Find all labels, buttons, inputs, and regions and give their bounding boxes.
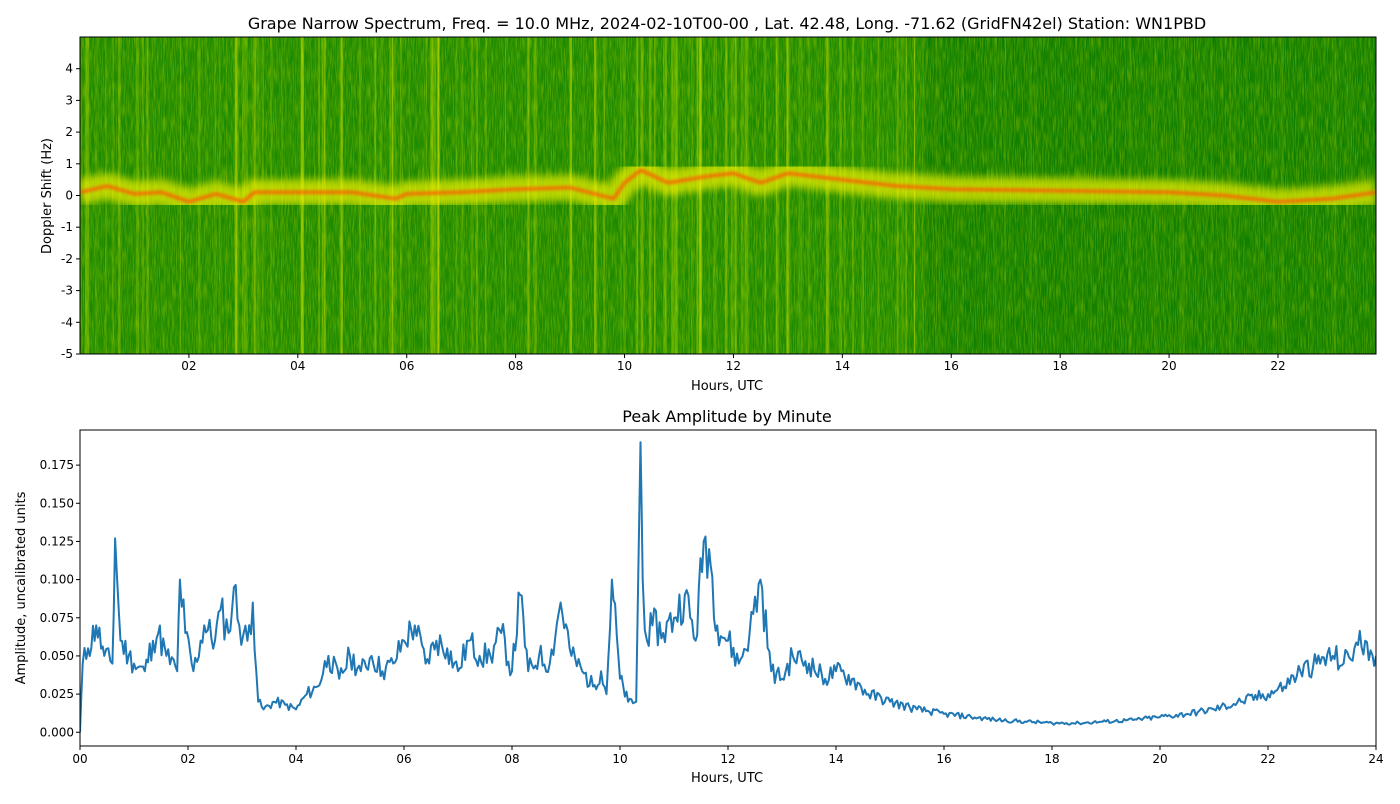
- amplitude-x-axis: 00 02 04 06 08 10 12 14 16 18 20 22 24: [72, 746, 1384, 766]
- spectrum-y-tick-label: -5: [61, 347, 73, 361]
- amplitude-y-tick-label: 0.050: [40, 649, 74, 663]
- amplitude-y-tick-label: 0.125: [40, 534, 74, 548]
- doppler-peak-track: [80, 168, 1376, 204]
- amplitude-y-axis: 0.000 0.025 0.050 0.075 0.100 0.125 0.150 0.175: [40, 458, 80, 739]
- amplitude-series-line: [80, 441, 1376, 733]
- amplitude-x-tick-label: 00: [72, 752, 87, 766]
- spectrum-y-tick-label: 4: [65, 62, 73, 76]
- amplitude-y-tick-label: 0.175: [40, 458, 74, 472]
- amplitude-y-tick-label: 0.150: [40, 496, 74, 510]
- spectrum-y-label: Doppler Shift (Hz): [40, 138, 55, 254]
- amplitude-x-tick-label: 02: [180, 752, 195, 766]
- spectrum-x-tick-label: 08: [508, 359, 523, 373]
- spectrum-y-tick-label: 3: [65, 93, 73, 107]
- amplitude-x-tick-label: 22: [1260, 752, 1275, 766]
- spectrum-x-tick-label: 12: [726, 359, 741, 373]
- spectrum-x-tick-label: 06: [399, 359, 414, 373]
- spectrum-y-tick-label: 1: [65, 157, 73, 171]
- spectrum-x-tick-label: 22: [1270, 359, 1285, 373]
- amplitude-title: Peak Amplitude by Minute: [622, 407, 832, 426]
- amplitude-x-tick-label: 10: [612, 752, 627, 766]
- amplitude-x-tick-label: 24: [1368, 752, 1383, 766]
- spectrum-title: Grape Narrow Spectrum, Freq. = 10.0 MHz,…: [248, 14, 1206, 33]
- spectrum-x-tick-label: 02: [181, 359, 196, 373]
- amplitude-y-tick-label: 0.000: [40, 725, 74, 739]
- amplitude-y-tick-label: 0.075: [40, 611, 74, 625]
- amplitude-y-tick-label: 0.100: [40, 573, 74, 587]
- spectrum-x-tick-label: 14: [835, 359, 850, 373]
- amplitude-y-label: Amplitude, uncalibrated units: [14, 491, 29, 684]
- amplitude-x-tick-label: 06: [396, 752, 411, 766]
- spectrum-y-tick-label: -3: [61, 284, 73, 298]
- amplitude-x-label: Hours, UTC: [691, 771, 763, 786]
- amplitude-y-tick-label: 0.025: [40, 687, 74, 701]
- spectrum-x-tick-label: 20: [1161, 359, 1176, 373]
- amplitude-x-tick-label: 20: [1152, 752, 1167, 766]
- spectrum-x-tick-label: 16: [944, 359, 959, 373]
- spectrum-x-tick-label: 18: [1053, 359, 1068, 373]
- amplitude-frame: [79, 429, 1377, 747]
- spectrum-y-axis: -5 -4 -3 -2 -1 0 1 2 3 4: [61, 62, 80, 361]
- amplitude-x-tick-label: 04: [288, 752, 303, 766]
- amplitude-x-tick-label: 12: [720, 752, 735, 766]
- amplitude-x-tick-label: 16: [936, 752, 951, 766]
- spectrum-y-tick-label: 2: [65, 125, 73, 139]
- spectrum-y-tick-label: 0: [65, 189, 73, 203]
- spectrum-x-axis: 02 04 06 08 10 12 14 16 18 20 22: [181, 354, 1286, 373]
- spectrum-x-tick-label: 04: [290, 359, 305, 373]
- spectrum-y-tick-label: -1: [61, 220, 73, 234]
- spectrum-x-tick-label: 10: [617, 359, 632, 373]
- spectrum-x-label: Hours, UTC: [691, 379, 763, 394]
- spectrum-plot-area: [80, 37, 1376, 354]
- amplitude-x-tick-label: 18: [1044, 752, 1059, 766]
- spectrum-y-tick-label: -2: [61, 252, 73, 266]
- amplitude-x-tick-label: 08: [504, 752, 519, 766]
- amplitude-x-tick-label: 14: [828, 752, 843, 766]
- amplitude-plot-area: [80, 441, 1376, 733]
- spectrum-y-tick-label: -4: [61, 315, 73, 329]
